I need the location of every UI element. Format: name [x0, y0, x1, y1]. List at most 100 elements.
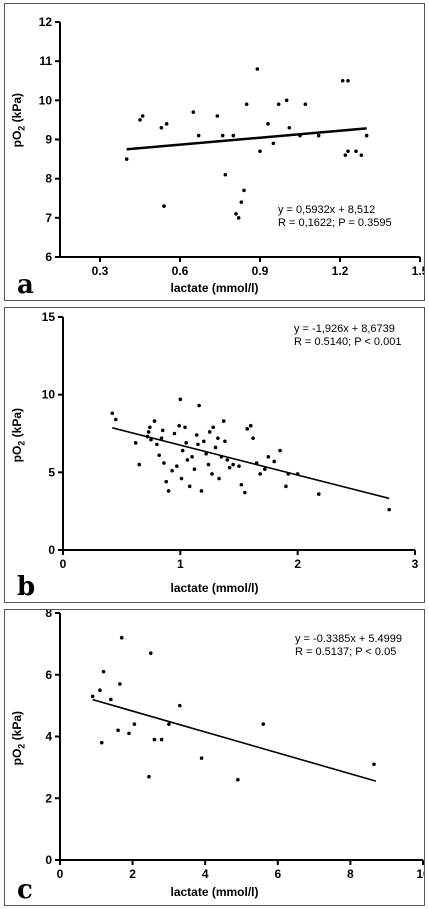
data-point-b	[157, 453, 162, 458]
data-point-b	[137, 462, 142, 467]
regression-annotation-b: y = -1,926x + 8,6739 R = 0.5140; P < 0.0…	[294, 323, 401, 349]
data-point-b	[133, 441, 138, 445]
data-point-a	[215, 114, 220, 118]
data-point-a	[303, 102, 308, 107]
y-tick-label-c: 6	[45, 668, 52, 682]
data-point-c	[177, 703, 182, 708]
data-point-b	[196, 442, 200, 447]
y-tick-label-b: 0	[48, 543, 55, 557]
data-point-b	[159, 436, 164, 440]
data-point-b	[190, 455, 194, 459]
equation-text-b: y = -1,926x + 8,6739	[294, 323, 395, 335]
y-axis-label-a: pO2 (kPa)	[9, 92, 27, 148]
data-point-b	[219, 455, 224, 459]
data-point-b	[172, 431, 177, 436]
y-tick-label-c: 0	[45, 853, 52, 867]
data-point-b	[210, 472, 214, 476]
data-point-c	[116, 728, 120, 733]
y-tick-label-a: 11	[39, 54, 52, 68]
data-point-c	[372, 762, 376, 767]
data-point-b	[204, 451, 208, 456]
x-tick-label-b: 1	[177, 557, 184, 571]
data-point-a	[220, 133, 225, 138]
data-point-a	[124, 157, 129, 161]
data-point-a	[276, 102, 281, 107]
data-point-b	[170, 468, 174, 473]
y-tick-label-c: 4	[45, 730, 52, 744]
data-point-b	[148, 425, 152, 430]
x-tick-label-c: 0	[57, 867, 64, 881]
data-point-b	[183, 425, 187, 430]
x-tick-label-c: 6	[274, 867, 281, 881]
stats-text-a: R = 0,1622; P = 0.3595	[278, 217, 392, 229]
data-point-a	[287, 125, 292, 130]
data-point-c	[147, 774, 151, 779]
data-point-b	[207, 430, 212, 434]
scatter-plot-c: 0 2 4 6 8 0 2 4 6 8 10	[45, 610, 424, 881]
x-tick-label-a: 1.5	[412, 264, 424, 278]
data-point-b	[202, 439, 206, 444]
data-point-c	[98, 688, 102, 692]
data-point-c	[152, 737, 157, 742]
x-tick-label-c: 2	[129, 867, 136, 881]
panel-letter-c: c	[17, 875, 33, 905]
data-point-b	[152, 419, 157, 423]
x-axis-label-c: lactate (mmol/l)	[170, 885, 259, 899]
y-tick-label-a: 10	[39, 93, 53, 107]
data-point-c	[101, 669, 106, 674]
regression-line-b	[112, 427, 390, 500]
data-point-b	[231, 462, 235, 467]
data-point-a	[196, 133, 201, 138]
data-point-b	[145, 434, 150, 439]
regression-annotation-c: y = -0.3385x + 5.4999 R = 0.5137; P < 0.…	[295, 633, 402, 659]
regression-annotation-a: y = 0,5932x + 8,512 R = 0,1622; P = 0.35…	[278, 204, 392, 230]
stats-text-c: R = 0.5137; P < 0.05	[295, 646, 397, 658]
data-point-b	[284, 484, 288, 489]
data-point-a	[346, 149, 350, 154]
data-point-b	[211, 425, 215, 430]
data-point-b	[160, 428, 165, 433]
data-point-a	[364, 133, 369, 138]
data-point-a	[316, 133, 321, 138]
data-point-b	[184, 441, 188, 445]
data-point-b	[286, 472, 291, 476]
data-point-a	[140, 114, 145, 118]
data-point-b	[185, 458, 190, 462]
data-point-b	[166, 489, 171, 493]
data-point-a	[359, 153, 364, 157]
data-point-a	[284, 98, 289, 103]
x-axis-label-a: lactate (mmol/l)	[170, 281, 259, 295]
y-axis-label-b: pO2 (kPa)	[9, 407, 27, 463]
x-tick-label-c: 4	[202, 867, 209, 881]
data-point-b	[146, 430, 151, 434]
data-point-b	[206, 462, 211, 467]
data-point-b	[266, 455, 271, 459]
data-point-c	[261, 722, 266, 726]
data-point-b	[178, 397, 183, 402]
chart-panel-a: 6 7 8 9 10 11 12 0.3 0.6 0.9 1.2 1.5 pO2 (kPa) y = …	[4, 3, 425, 301]
x-tick-label-b: 2	[294, 557, 301, 571]
data-point-a	[239, 200, 244, 204]
y-tick-label-c: 2	[45, 791, 52, 805]
data-point-c	[109, 697, 113, 702]
data-point-b	[216, 436, 220, 440]
data-point-c	[148, 651, 153, 655]
data-point-b	[155, 442, 159, 447]
data-point-b	[243, 490, 247, 495]
data-point-a	[236, 216, 241, 220]
x-tick-label-b: 0	[60, 557, 67, 571]
equation-text-a: y = 0,5932x + 8,512	[278, 204, 376, 216]
data-point-a	[138, 118, 142, 122]
data-point-b	[164, 479, 169, 484]
data-point-b	[179, 476, 184, 481]
x-tick-label-a: 0.6	[172, 264, 189, 278]
data-point-b	[278, 448, 282, 453]
stats-text-b: R = 0.5140; P < 0.001	[294, 336, 402, 348]
data-point-b	[175, 464, 179, 468]
data-point-b	[192, 467, 197, 472]
data-point-a	[234, 212, 238, 216]
y-tick-label-a: 7	[45, 211, 52, 225]
x-tick-label-c: 10	[416, 867, 424, 881]
panel-letter-b: b	[17, 572, 36, 602]
data-point-a	[266, 122, 270, 126]
